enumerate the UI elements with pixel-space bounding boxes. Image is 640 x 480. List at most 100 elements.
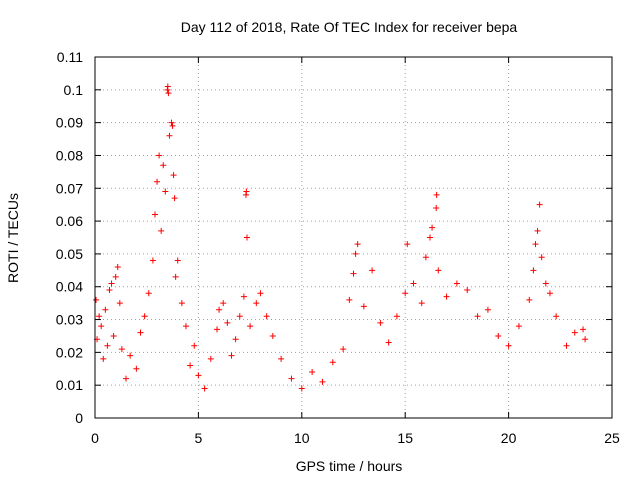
data-point (288, 375, 295, 382)
data-point (553, 313, 560, 320)
x-tick-label: 5 (195, 430, 203, 446)
data-point (526, 296, 533, 303)
data-point (538, 254, 545, 261)
data-point (158, 227, 165, 234)
data-point (352, 250, 359, 257)
data-point (116, 300, 123, 307)
data-point (542, 280, 549, 287)
data-point (429, 224, 436, 231)
data-point (340, 346, 347, 353)
data-point (102, 306, 109, 313)
x-tick-label: 20 (501, 430, 517, 446)
y-tick-label: 0.03 (56, 312, 83, 328)
data-point (309, 369, 316, 376)
data-point (178, 300, 185, 307)
data-point (108, 280, 115, 287)
data-point (214, 326, 221, 333)
data-point (164, 83, 171, 90)
data-point (191, 342, 198, 349)
data-point (263, 313, 270, 320)
x-tick-label: 10 (294, 430, 310, 446)
y-axis-label: ROTI / TECUs (5, 193, 21, 283)
data-point (96, 313, 103, 320)
data-point (93, 296, 100, 303)
x-axis-label: GPS time / hours (296, 458, 403, 474)
data-point (443, 293, 450, 300)
data-point (127, 352, 134, 359)
data-point (319, 378, 326, 385)
data-point (484, 306, 491, 313)
data-point (112, 273, 119, 280)
y-tick-label: 0.02 (56, 344, 83, 360)
axis-ticks (94, 56, 613, 419)
data-point (385, 339, 392, 346)
data-point (410, 280, 417, 287)
data-point (166, 132, 173, 139)
data-point (427, 234, 434, 241)
data-point (582, 336, 589, 343)
data-point (571, 329, 578, 336)
data-point (369, 267, 376, 274)
data-point (298, 385, 305, 392)
data-point (247, 323, 254, 330)
y-tick-label: 0.04 (56, 279, 83, 295)
data-point (170, 172, 177, 179)
data-point (195, 372, 202, 379)
data-point (216, 306, 223, 313)
data-point (156, 152, 163, 159)
data-point (182, 323, 189, 330)
data-point (207, 355, 214, 362)
data-point (201, 385, 208, 392)
data-points (93, 83, 589, 392)
data-point (162, 188, 169, 195)
data-point (377, 319, 384, 326)
data-point (137, 329, 144, 336)
data-point (123, 375, 130, 382)
y-tick-label: 0.11 (57, 49, 83, 65)
data-point (243, 234, 250, 241)
y-tick-label: 0.08 (56, 147, 83, 163)
data-point (546, 290, 553, 297)
data-point (145, 290, 152, 297)
data-point (393, 313, 400, 320)
y-tick-label: 0.1 (64, 82, 84, 98)
data-point (530, 267, 537, 274)
data-point (228, 352, 235, 359)
data-point (495, 332, 502, 339)
data-point (354, 241, 361, 248)
data-point (106, 287, 113, 294)
data-point (133, 365, 140, 372)
data-point (563, 342, 570, 349)
data-point (534, 227, 541, 234)
data-point (505, 342, 512, 349)
data-point (240, 293, 247, 300)
data-point (165, 90, 172, 97)
data-point (149, 257, 156, 264)
data-point (171, 195, 178, 202)
data-point (433, 204, 440, 211)
x-tick-label: 0 (91, 430, 99, 446)
data-point (141, 313, 148, 320)
data-point (278, 355, 285, 362)
data-point (536, 201, 543, 208)
data-point (253, 300, 260, 307)
data-point (151, 211, 158, 218)
data-point (187, 362, 194, 369)
x-tick-label: 15 (397, 430, 413, 446)
data-point (236, 313, 243, 320)
data-point (110, 332, 117, 339)
data-point (172, 273, 179, 280)
chart-title: Day 112 of 2018, Rate Of TEC Index for r… (181, 19, 518, 35)
data-point (350, 270, 357, 277)
data-point (435, 267, 442, 274)
data-point (404, 241, 411, 248)
data-point (532, 241, 539, 248)
y-tick-label: 0.07 (56, 180, 83, 196)
data-point (243, 188, 250, 195)
data-point (160, 162, 167, 169)
data-point (168, 119, 175, 126)
data-point (104, 342, 111, 349)
data-point (169, 122, 176, 129)
